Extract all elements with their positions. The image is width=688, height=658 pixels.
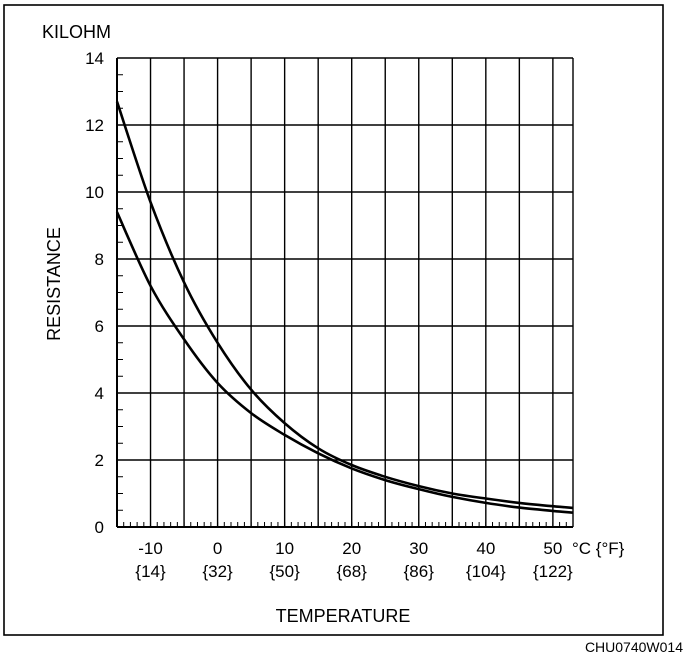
x-tick-label-fahrenheit: {14} bbox=[135, 562, 166, 581]
y-tick-label: 0 bbox=[95, 518, 104, 537]
x-tick-label-fahrenheit: {32} bbox=[202, 562, 233, 581]
series-line-lower bbox=[115, 211, 574, 514]
y-tick-label: 6 bbox=[95, 317, 104, 336]
x-tick-label: 0 bbox=[213, 539, 222, 558]
tick-layer: 0 2 4 6 8 10 12 14 -10 {14} 0 {32} 10 {50} 20 {68} 30 {86… bbox=[85, 49, 573, 581]
x-tick-label: 30 bbox=[409, 539, 428, 558]
y-tick-label: 4 bbox=[95, 384, 104, 403]
x-tick-label: 40 bbox=[476, 539, 495, 558]
x-tick-label-fahrenheit: {122} bbox=[533, 562, 573, 581]
y-tick-label: 10 bbox=[85, 183, 104, 202]
x-tick-label-fahrenheit: {86} bbox=[404, 562, 435, 581]
y-tick-label: 2 bbox=[95, 451, 104, 470]
series-layer bbox=[115, 101, 574, 514]
frame-border bbox=[3, 4, 664, 636]
x-tick-label: 20 bbox=[342, 539, 361, 558]
x-tick-label: 10 bbox=[275, 539, 294, 558]
series-line-upper bbox=[115, 101, 574, 510]
y-axis-label: RESISTANCE bbox=[44, 227, 64, 341]
x-tick-label: -10 bbox=[138, 539, 163, 558]
x-tick-label-fahrenheit: {50} bbox=[270, 562, 301, 581]
figure-code: CHU0740W014 bbox=[585, 639, 683, 655]
x-axis-label: TEMPERATURE bbox=[276, 606, 411, 626]
x-tick-label: 50 bbox=[543, 539, 562, 558]
y-unit-label: KILOHM bbox=[42, 22, 111, 42]
x-tick-label-fahrenheit: {104} bbox=[466, 562, 506, 581]
grid-layer bbox=[116, 57, 574, 528]
y-tick-label: 8 bbox=[95, 250, 104, 269]
x-tick-label-fahrenheit: {68} bbox=[337, 562, 368, 581]
y-tick-label: 12 bbox=[85, 116, 104, 135]
x-unit-label: °C {°F} bbox=[572, 539, 625, 558]
y-tick-label: 14 bbox=[85, 49, 104, 68]
